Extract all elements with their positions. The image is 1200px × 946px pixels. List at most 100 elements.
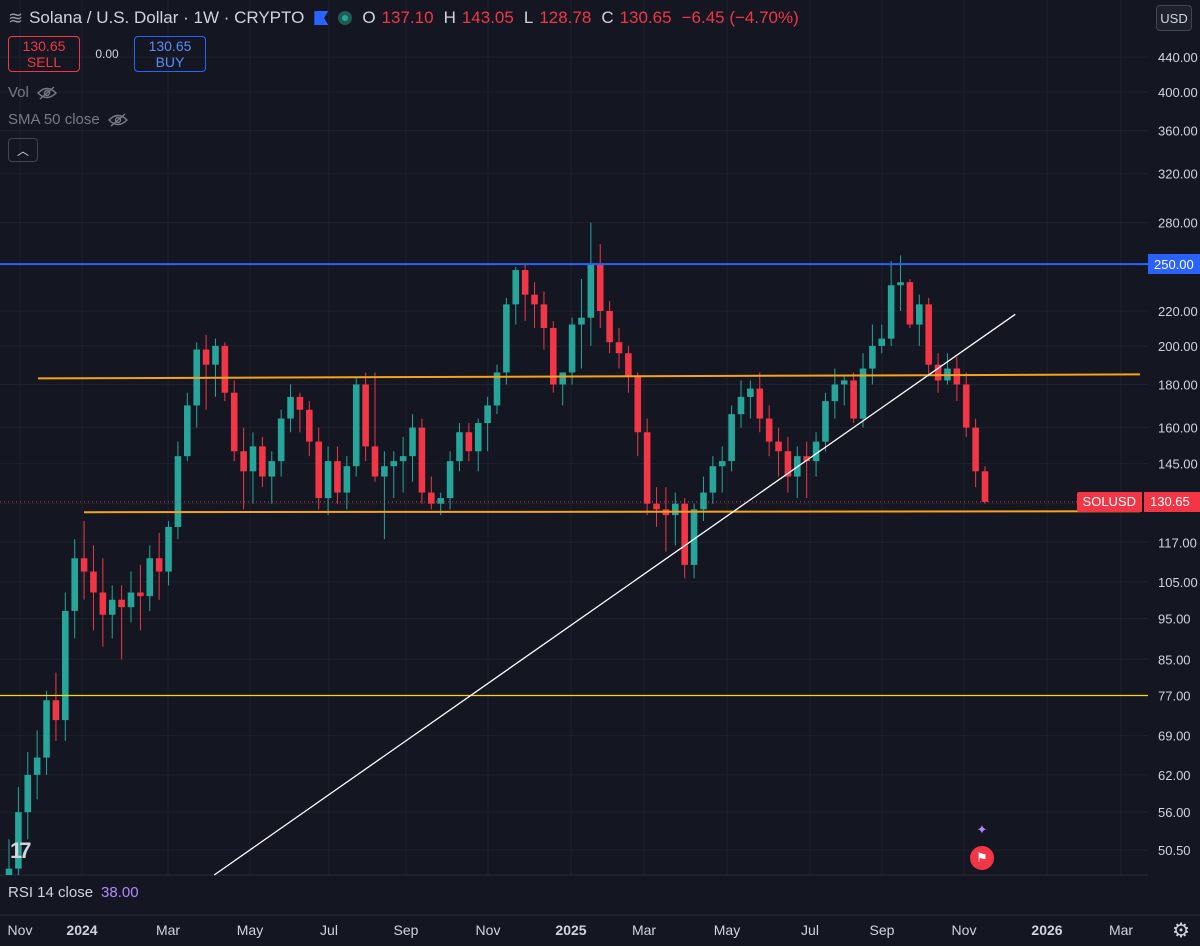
candle-body [906,282,914,325]
candle-body [653,503,660,510]
candle-body [831,384,839,402]
candle-body [550,328,557,385]
candle [381,451,388,540]
candle [559,372,566,406]
candle [831,368,839,419]
time-tick-label: Nov [476,922,501,938]
last-price-value: 130.65 [1144,491,1200,512]
candle-body [52,700,60,721]
collapse-legend-button[interactable]: ︿ [8,138,38,162]
candle [62,592,69,742]
candle-body [540,304,548,329]
candle [934,353,942,393]
candle [33,730,41,800]
candle-body [596,264,604,311]
candle-body [559,372,566,385]
candle [371,372,379,482]
time-tick-label: 2025 [555,922,586,938]
time-tick-label: 2024 [66,922,97,938]
candle [643,418,651,516]
candle [474,418,482,472]
time-tick-label: Nov [952,922,977,938]
price-tick-label: 145.00 [1158,457,1198,472]
candle [202,335,210,410]
indicator-sma[interactable]: SMA 50 close [8,111,128,128]
candle [672,492,679,546]
drawing-lines[interactable] [0,263,1148,876]
time-tick-label: Jul [320,922,338,938]
trend-line[interactable] [213,313,1016,876]
chevron-up-icon: ︿ [16,143,29,158]
candle [887,261,895,346]
indicator-vol[interactable]: Vol [8,84,57,101]
candle [709,456,717,504]
sell-button[interactable]: 130.65 SELL [8,36,80,72]
candle [690,503,698,579]
eye-hidden-icon[interactable] [36,85,57,100]
candle [521,264,529,322]
flag-icon[interactable] [314,11,329,25]
candle [184,392,191,462]
candle-body [840,380,848,385]
candle [484,396,491,452]
candlestick-series [5,222,989,875]
flag-us-icon[interactable]: ⚑ [970,846,994,870]
candle [230,380,238,462]
candle-body [953,368,961,385]
candle-body [972,427,979,472]
candle [306,401,313,457]
eye-hidden-icon[interactable] [107,112,128,127]
candle [578,279,585,369]
candle [315,427,322,510]
candle [981,466,989,504]
sell-label: SELL [26,54,62,70]
currency-button[interactable]: USD [1156,5,1192,31]
time-axis-bg [0,915,1200,946]
candle [362,372,369,462]
price-tick-label: 280.00 [1158,216,1198,231]
price-tick-label: 360.00 [1158,124,1198,139]
candle [43,690,50,775]
candle [99,558,107,647]
symbol-title[interactable]: Solana / U.S. Dollar · 1W · CRYPTO [29,8,305,27]
candle-body [465,432,473,452]
time-axis[interactable]: Nov 2024 Mar May Jul Sep Nov 2025 Mar May Jul Sep No… [0,914,1200,946]
candle-body [277,418,285,462]
candle-body [934,364,942,381]
candle-body [531,294,538,305]
candle [728,405,735,472]
candle-body [315,441,322,499]
candle-body [521,270,529,295]
high-key: H [443,8,456,27]
candle-body [221,345,229,393]
rsi-value: 38.00 [101,884,139,901]
candle-body [859,368,867,419]
candle [700,476,707,521]
candle-body [962,384,970,428]
tradingview-logo[interactable]: 17 [10,838,32,863]
price-axis[interactable]: 440.00 400.00 360.00 320.00 280.00 220.00 200.… [1148,0,1200,946]
range-low-line[interactable] [83,510,1141,514]
low-key: L [523,8,534,27]
sparkle-bolt-icon[interactable]: ✦ [976,822,988,837]
price-tick-label: 117.00 [1158,535,1197,550]
candle-body [690,509,698,565]
buy-button[interactable]: 130.65 BUY [134,36,206,72]
candle-body [43,700,50,758]
candle-body [803,456,810,462]
sell-price: 130.65 [22,38,66,54]
price-tick-label: 56.00 [1158,805,1191,820]
candle [972,418,979,488]
candle-body [887,285,895,339]
candle-body [62,610,69,721]
price-tick-label: 95.00 [1158,612,1191,627]
range-high-line[interactable] [37,373,1141,380]
candle-body [24,774,32,813]
price-tick-label: 85.00 [1158,652,1191,667]
gear-icon[interactable]: ⚙ [1172,920,1190,942]
rsi-legend[interactable]: RSI 14 close 38.00 [8,884,139,901]
candle [784,436,792,493]
candle [615,328,623,369]
candle [596,244,604,329]
